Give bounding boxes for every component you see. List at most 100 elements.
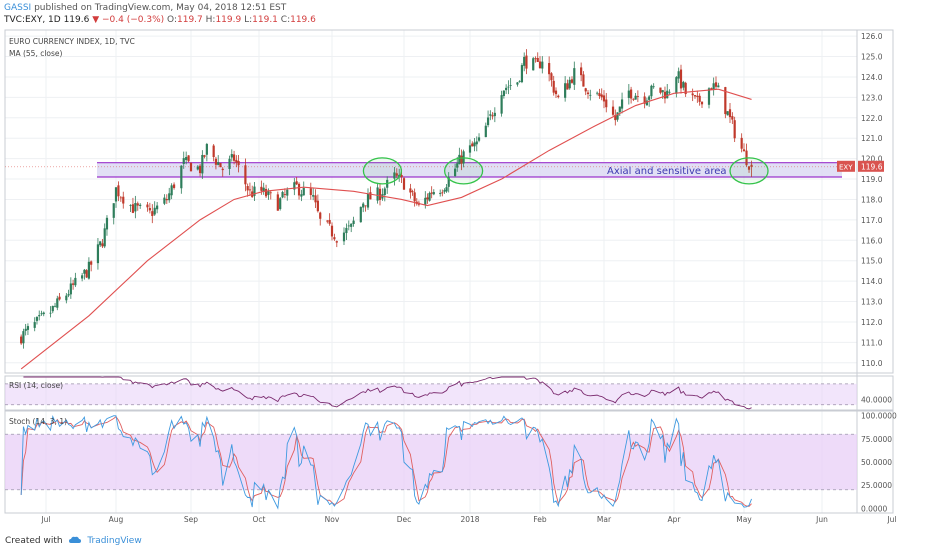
candle	[212, 144, 215, 162]
candle	[552, 75, 555, 96]
candle	[153, 201, 156, 216]
candle-body	[456, 163, 459, 168]
candle-body	[648, 96, 651, 100]
candle	[383, 186, 386, 202]
candle-body	[602, 95, 606, 102]
candle	[682, 80, 685, 91]
candle-body	[598, 93, 601, 97]
candle	[663, 86, 667, 104]
publish-info: published on TradingView.com, May 04, 20…	[34, 3, 287, 13]
candle-body	[87, 261, 91, 279]
candle-body	[645, 100, 649, 106]
candle-body	[196, 166, 199, 170]
candle	[122, 191, 125, 209]
candle-body	[326, 220, 329, 222]
main-panel-frame	[4, 29, 894, 374]
candle-body	[22, 331, 25, 344]
author-link[interactable]: GASSI	[4, 3, 32, 13]
candle	[491, 112, 494, 120]
candle	[675, 76, 678, 98]
candle	[691, 88, 694, 102]
time-tick-label: Apr	[668, 515, 682, 524]
candle	[187, 155, 190, 163]
candle-body	[281, 192, 284, 198]
candle	[698, 93, 701, 106]
candle	[219, 162, 222, 168]
candle	[217, 155, 220, 166]
candle-body	[477, 137, 481, 141]
candle	[742, 143, 746, 152]
candle-body	[246, 186, 249, 191]
candle	[616, 112, 619, 122]
candle	[714, 76, 718, 90]
candle	[235, 155, 238, 168]
candle-body	[675, 77, 678, 94]
candle	[198, 164, 202, 177]
symbol-label: TVC:EXY, 1D	[4, 15, 61, 25]
candle-body	[201, 154, 204, 174]
candle	[659, 87, 662, 95]
candle-body	[473, 142, 476, 147]
candle	[582, 71, 585, 87]
candle	[248, 182, 252, 196]
candle	[35, 316, 39, 325]
candle	[486, 110, 490, 128]
candle-body	[489, 114, 492, 116]
candle	[475, 136, 478, 152]
candle	[424, 191, 427, 209]
candle	[67, 289, 70, 298]
candle	[286, 187, 289, 201]
candle-body	[182, 158, 185, 164]
candle-body	[566, 83, 569, 90]
candle-body	[56, 298, 59, 308]
candle-body	[262, 187, 265, 192]
candle	[731, 112, 734, 125]
time-tick-label: Oct	[253, 515, 266, 524]
price-tick-label: 124.0	[861, 73, 883, 82]
footer-brand-link[interactable]: TradingView	[87, 536, 142, 546]
candle	[65, 293, 68, 304]
candle-body	[33, 322, 36, 328]
candle-body	[532, 58, 535, 71]
candle-body	[443, 190, 446, 192]
candle	[636, 90, 639, 103]
candle	[523, 52, 526, 72]
price-tick-label: 121.0	[861, 134, 883, 143]
candle	[42, 311, 45, 317]
candle	[71, 279, 75, 290]
candle	[189, 162, 193, 172]
candle-body	[605, 99, 608, 108]
candle-body	[441, 192, 444, 194]
candle-body	[65, 295, 68, 301]
time-tick-label: 2018	[460, 515, 479, 524]
candle	[201, 150, 204, 179]
candle-body	[134, 203, 137, 212]
candle-body	[550, 73, 553, 81]
candle-body	[618, 106, 621, 113]
candle-body	[707, 88, 711, 105]
candle	[584, 87, 587, 96]
candle	[728, 102, 732, 123]
candle-body	[244, 165, 247, 185]
candle-body	[652, 86, 655, 88]
candle	[185, 151, 188, 165]
candle	[717, 82, 720, 88]
candle-body	[230, 154, 233, 158]
candle-body	[486, 117, 490, 126]
candle	[602, 90, 606, 109]
candle	[700, 101, 704, 108]
candle	[668, 89, 671, 95]
price-tick-label: 126.0	[861, 32, 883, 41]
candle-body	[582, 74, 585, 87]
candle	[538, 56, 542, 69]
candle	[554, 87, 558, 99]
candle	[168, 187, 171, 203]
candle	[74, 272, 77, 288]
candle-body	[500, 95, 503, 114]
candle-body	[534, 58, 537, 60]
candle	[205, 142, 208, 162]
candle	[146, 202, 149, 212]
candle	[468, 139, 472, 158]
candle	[677, 67, 680, 84]
